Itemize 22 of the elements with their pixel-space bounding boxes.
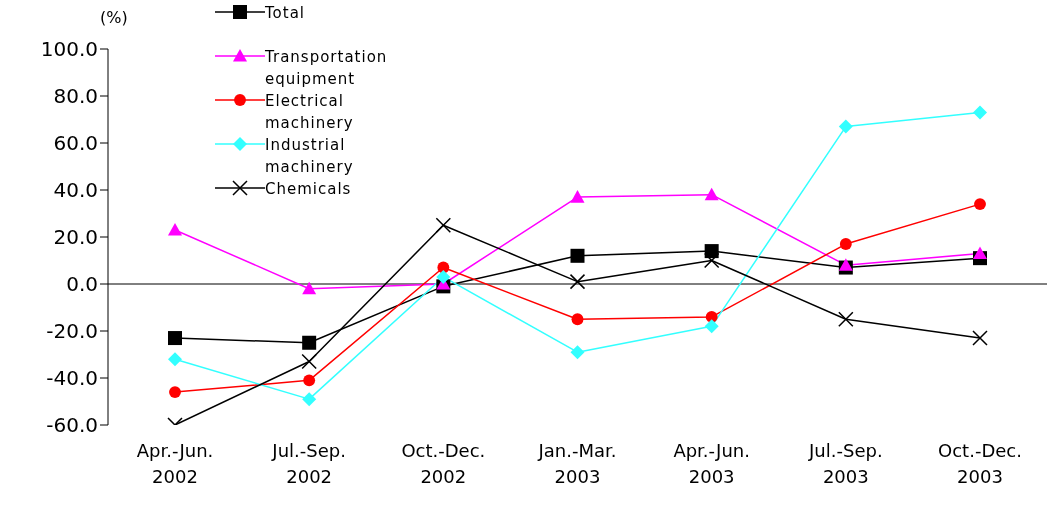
y-tick-label: -60.0 <box>46 413 98 438</box>
y-tick-label: -40.0 <box>46 366 98 391</box>
y-tick-label: 60.0 <box>53 131 98 156</box>
y-tick-label: 0.0 <box>66 272 98 297</box>
y-axis-title: (%) <box>100 8 128 27</box>
x-tick-label: Oct.-Dec. 2003 <box>938 440 1022 487</box>
y-tick-label: 80.0 <box>53 84 98 109</box>
x-tick-label: Apr.-Jun. 2002 <box>136 440 214 487</box>
y-tick-label: 100.0 <box>40 37 98 62</box>
y-tick-label: -20.0 <box>46 319 98 344</box>
legend-label: Transportation equipment <box>265 47 389 90</box>
x-tick-label: Jan.-Mar. 2003 <box>537 440 617 487</box>
x-tick-label: Oct.-Dec. 2002 <box>401 440 486 487</box>
x-tick-label: Jul.-Sep. 2003 <box>808 440 883 487</box>
legend-label: Chemicals <box>265 179 353 200</box>
legend-label: Total <box>265 3 307 24</box>
y-tick-label: 20.0 <box>53 225 98 250</box>
x-tick-label: Jul.-Sep. 2002 <box>271 440 346 487</box>
legend-label: Electrical machinery <box>265 91 355 134</box>
legend-label: Industrial machinery <box>265 135 355 178</box>
y-tick-label: 40.0 <box>53 178 98 203</box>
x-tick-label: Apr.-Jun. 2003 <box>673 440 750 487</box>
